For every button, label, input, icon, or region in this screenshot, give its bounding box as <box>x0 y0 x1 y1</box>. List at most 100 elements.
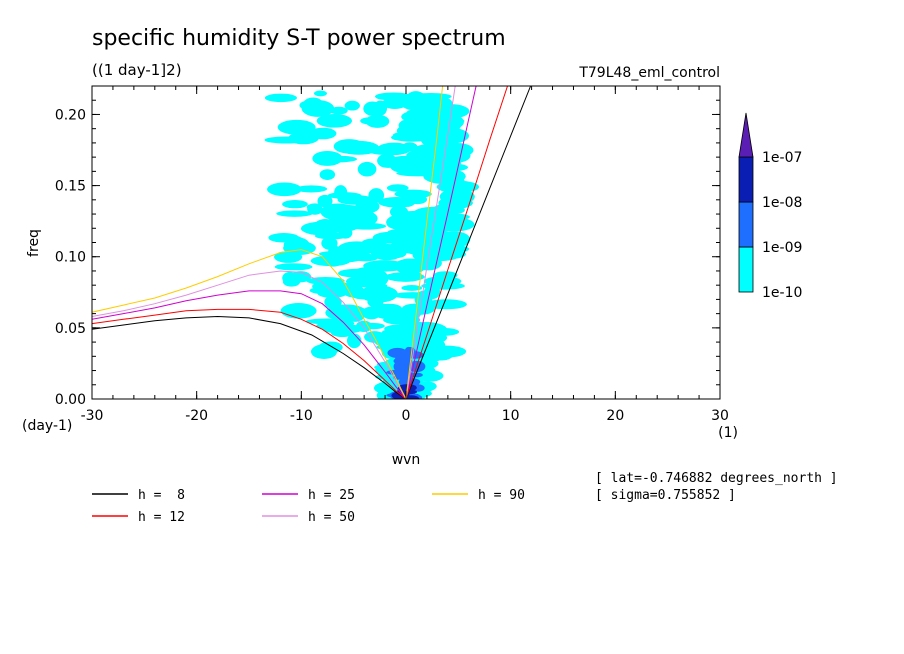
contour-patch-level-0 <box>310 255 351 267</box>
contour-patch-level-0 <box>421 116 465 126</box>
legend-label: h = 25 <box>308 488 355 503</box>
contour-patch-level-0 <box>419 157 462 170</box>
colorbar-label: 1e-09 <box>762 240 802 256</box>
contour-patch-level-0 <box>274 263 313 271</box>
y-tick-label: 0.15 <box>55 179 86 195</box>
contour-patch-level-0 <box>403 216 421 226</box>
contour-patch-level-0 <box>346 333 362 349</box>
axis-ticks: -30 -20 -10 0 10 20 30 0.00 0.05 0.10 0.15 0.20 <box>55 85 729 424</box>
curve-h-8-branch-0 <box>92 315 407 399</box>
contour-patch-level-0 <box>389 273 422 282</box>
annotation-lat: [ lat=-0.746882 degrees_north ] <box>595 471 838 486</box>
contour-patch-level-0 <box>321 236 338 250</box>
contour-patch-level-0 <box>394 258 426 275</box>
y-tick-label: 0.20 <box>55 107 86 123</box>
contour-patch-level-1 <box>393 361 406 373</box>
y-unit-label: (day-1) <box>22 418 72 434</box>
contour-patch-level-0 <box>267 182 302 197</box>
y-tick-label: 0.05 <box>55 321 86 337</box>
contour-patch-level-1 <box>400 357 412 365</box>
contour-patch-level-0 <box>344 100 360 111</box>
contour-patch-level-0 <box>398 195 416 207</box>
contour-patch-level-0 <box>368 147 403 155</box>
contour-patch-level-0 <box>322 323 363 334</box>
y-tick-label: 0.00 <box>55 392 86 408</box>
contour-patch-level-0 <box>382 97 408 109</box>
x-tick-label: -30 <box>81 408 104 424</box>
contour-patch-level-0 <box>359 322 385 330</box>
legend-label: h = 12 <box>138 510 185 525</box>
colorbar-segment <box>738 156 754 203</box>
contour-patch-level-0 <box>306 203 322 211</box>
contour-patch-level-0 <box>350 290 381 300</box>
curve-h-90-branch-0 <box>92 249 407 399</box>
contour-patch-level-0 <box>319 169 336 180</box>
y-tick-label: 0.10 <box>55 250 86 266</box>
contour-patch-level-0 <box>268 232 300 243</box>
curve-h-8-branch-1 <box>405 86 532 399</box>
contour-patch-level-0 <box>417 95 453 113</box>
x-tick-label: 10 <box>502 408 520 424</box>
colorbar-segment <box>738 201 754 248</box>
contour-fill <box>264 90 480 399</box>
contour-patch-level-0 <box>441 143 474 158</box>
contour-patch-level-1 <box>386 370 407 375</box>
contour-patch-level-0 <box>338 227 353 239</box>
contour-patch-level-0 <box>312 150 343 166</box>
contour-patch-level-0 <box>423 285 441 300</box>
contour-patch-level-0 <box>355 199 380 214</box>
contour-patch-level-0 <box>276 210 313 217</box>
contour-patch-level-0 <box>264 136 309 144</box>
legend-label: h = 90 <box>478 488 525 503</box>
curve-h-25-branch-1 <box>405 86 477 399</box>
contour-patch-level-0 <box>363 260 406 272</box>
contour-patch-level-0 <box>432 203 462 217</box>
curve-h-12-branch-1 <box>405 86 508 399</box>
x-axis-label: wvn <box>392 452 421 468</box>
contour-patch-level-0 <box>374 92 412 101</box>
contour-patch-level-0 <box>351 253 379 262</box>
contour-patch-level-0 <box>421 214 452 227</box>
contour-patch-level-0 <box>387 228 424 237</box>
contour-patch-level-0 <box>317 194 333 208</box>
contour-patch-level-0 <box>417 242 455 251</box>
contour-patch-level-0 <box>431 339 446 354</box>
run-name: T79L48_eml_control <box>578 65 720 81</box>
legend-label: h = 50 <box>308 510 355 525</box>
contour-patch-level-0 <box>277 119 316 135</box>
contour-patch-level-0 <box>362 282 388 289</box>
contour-patch-level-0 <box>329 106 348 115</box>
contour-patch-level-0 <box>394 332 412 347</box>
contour-patch-level-0 <box>320 203 356 221</box>
dispersion-curves <box>92 86 532 399</box>
x-tick-label: -20 <box>185 408 208 424</box>
colorbar-segment <box>738 246 754 293</box>
contour-patch-level-0 <box>437 301 452 309</box>
contour-patch-level-0 <box>351 279 372 286</box>
x-tick-label: -10 <box>290 408 313 424</box>
contour-patch-level-0 <box>450 173 464 189</box>
contour-patch-level-0 <box>386 184 409 192</box>
contour-patch-level-0 <box>392 131 429 140</box>
contour-patch-level-0 <box>357 161 377 177</box>
contour-patch-level-0 <box>368 188 385 203</box>
legend-label: h = 8 <box>138 488 185 503</box>
curve-h-12-branch-0 <box>92 308 407 399</box>
colorbar-label: 1e-08 <box>762 195 802 211</box>
contour-patch-level-0 <box>313 90 327 97</box>
chart-title: specific humidity S-T power spectrum <box>92 26 506 51</box>
x-tick-label: 20 <box>606 408 624 424</box>
legend: h = 8 h = 12 h = 25 h = 50 h = 90 <box>92 488 525 525</box>
x-unit-label: (1) <box>718 425 738 441</box>
contour-patch-level-0 <box>282 200 308 209</box>
contour-patch-level-0 <box>408 239 430 246</box>
contour-patch-level-0 <box>383 315 421 325</box>
colorbar-label: 1e-10 <box>762 285 802 301</box>
contour-patch-level-0 <box>316 113 353 128</box>
contour-patch-level-0 <box>264 93 297 103</box>
curve-h-50-branch-0 <box>92 270 407 399</box>
contour-patch-level-0 <box>398 118 423 132</box>
x-tick-label: 0 <box>402 408 411 424</box>
contour-patch-level-1 <box>387 347 408 358</box>
